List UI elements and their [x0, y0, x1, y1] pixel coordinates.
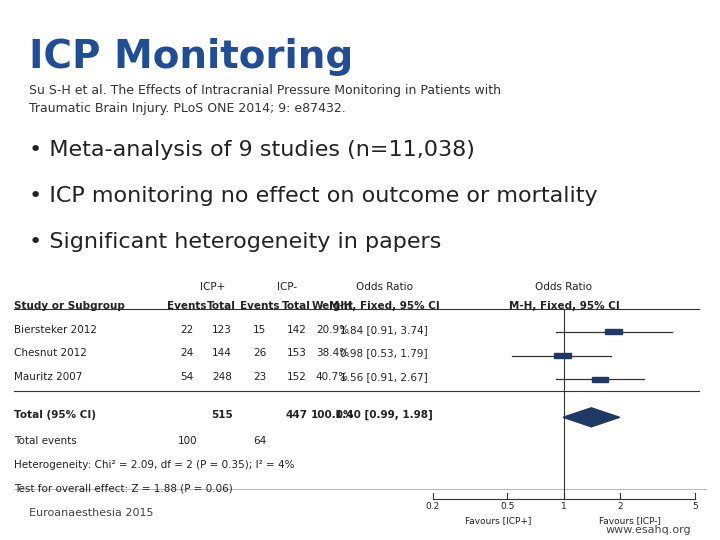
Text: 100: 100	[177, 436, 197, 447]
Text: • Meta-analysis of 9 studies (n=11,038): • Meta-analysis of 9 studies (n=11,038)	[29, 140, 474, 160]
Text: 0.5: 0.5	[500, 502, 515, 511]
Text: Euroanaesthesia 2015: Euroanaesthesia 2015	[29, 508, 153, 518]
Polygon shape	[563, 408, 620, 427]
Text: 0.2: 0.2	[426, 502, 440, 511]
Text: 64: 64	[253, 436, 266, 447]
Text: 248: 248	[212, 372, 232, 382]
Text: 23: 23	[253, 372, 266, 382]
Text: Biersteker 2012: Biersteker 2012	[14, 325, 97, 335]
Text: Chesnut 2012: Chesnut 2012	[14, 348, 87, 359]
Text: 100.0%: 100.0%	[310, 410, 354, 420]
Text: 1: 1	[561, 502, 567, 511]
Text: 1.84 [0.91, 3.74]: 1.84 [0.91, 3.74]	[341, 325, 428, 335]
Text: Favours [ICP-]: Favours [ICP-]	[598, 516, 660, 525]
Text: 22: 22	[181, 325, 194, 335]
Text: 142: 142	[287, 325, 306, 335]
Bar	[592, 376, 608, 382]
Text: 2: 2	[618, 502, 624, 511]
Text: ICP Monitoring: ICP Monitoring	[29, 38, 353, 76]
Text: 40.7%: 40.7%	[316, 372, 349, 382]
Text: Favours [ICP+]: Favours [ICP+]	[465, 516, 531, 525]
Text: 447: 447	[285, 410, 307, 420]
Text: 123: 123	[212, 325, 232, 335]
Text: 38.4%: 38.4%	[316, 348, 349, 359]
Text: 1.40 [0.99, 1.98]: 1.40 [0.99, 1.98]	[336, 410, 433, 421]
Text: Odds Ratio: Odds Ratio	[536, 282, 593, 292]
Text: 515: 515	[211, 410, 233, 420]
Text: 5: 5	[693, 502, 698, 511]
Text: Weight: Weight	[312, 301, 354, 311]
Text: 26: 26	[253, 348, 266, 359]
Text: M-H, Fixed, 95% CI: M-H, Fixed, 95% CI	[508, 301, 619, 311]
Text: 1.56 [0.91, 2.67]: 1.56 [0.91, 2.67]	[341, 372, 428, 382]
Text: Total: Total	[207, 301, 236, 311]
Text: 24: 24	[181, 348, 194, 359]
Bar	[606, 329, 622, 334]
Text: 15: 15	[253, 325, 266, 335]
Text: M-H, Fixed, 95% CI: M-H, Fixed, 95% CI	[329, 301, 440, 311]
Text: • Significant heterogeneity in papers: • Significant heterogeneity in papers	[29, 232, 441, 252]
Text: • ICP monitoring no effect on outcome or mortality: • ICP monitoring no effect on outcome or…	[29, 186, 598, 206]
Text: Total events: Total events	[14, 436, 77, 447]
Text: Events: Events	[240, 301, 279, 311]
Text: www.esahq.org: www.esahq.org	[606, 524, 691, 535]
Text: Su S-H et al. The Effects of Intracranial Pressure Monitoring in Patients with
T: Su S-H et al. The Effects of Intracrania…	[29, 84, 501, 114]
Text: ICP-: ICP-	[276, 282, 297, 292]
Bar	[554, 353, 570, 358]
Text: 0.98 [0.53, 1.79]: 0.98 [0.53, 1.79]	[341, 348, 428, 359]
Text: Mauritz 2007: Mauritz 2007	[14, 372, 83, 382]
Text: Study or Subgroup: Study or Subgroup	[14, 301, 125, 311]
Text: Total (95% CI): Total (95% CI)	[14, 410, 96, 420]
Text: Heterogeneity: Chi² = 2.09, df = 2 (P = 0.35); I² = 4%: Heterogeneity: Chi² = 2.09, df = 2 (P = …	[14, 460, 295, 470]
Text: 152: 152	[287, 372, 306, 382]
Text: ICP+: ICP+	[200, 282, 226, 292]
Text: Events: Events	[168, 301, 207, 311]
Text: 20.9%: 20.9%	[316, 325, 349, 335]
Text: 153: 153	[287, 348, 306, 359]
Text: 144: 144	[212, 348, 232, 359]
Text: 54: 54	[181, 372, 194, 382]
Text: Odds Ratio: Odds Ratio	[356, 282, 413, 292]
Text: Test for overall effect: Z = 1.88 (P = 0.06): Test for overall effect: Z = 1.88 (P = 0…	[14, 484, 233, 494]
Text: Total: Total	[282, 301, 311, 311]
